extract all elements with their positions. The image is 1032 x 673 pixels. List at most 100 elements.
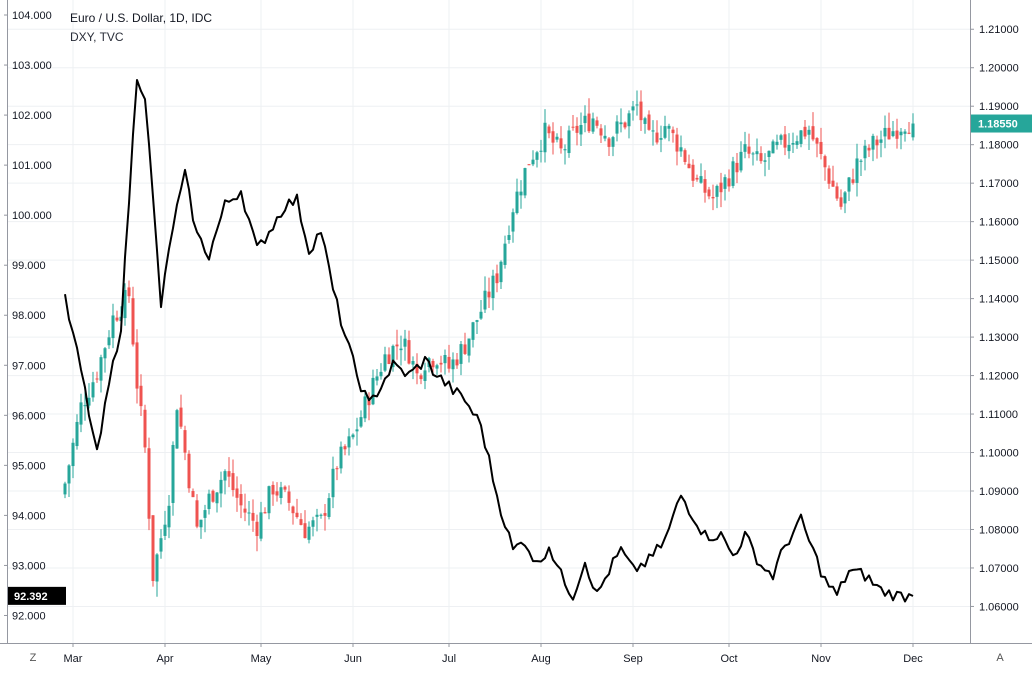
x-tick-label: Jul [442, 653, 456, 665]
candle-body [479, 311, 483, 319]
candle-body [199, 519, 203, 528]
candle-body [659, 138, 663, 140]
candle-body [307, 526, 311, 540]
candle-body [635, 104, 639, 106]
candle-body [219, 479, 223, 494]
candle-body [795, 141, 799, 145]
candle-body [147, 448, 151, 519]
left-tick-label: 101.000 [12, 160, 52, 172]
candle-body [579, 124, 583, 135]
candle-body [367, 397, 371, 406]
candle-body [879, 139, 883, 143]
candle-body [783, 134, 787, 148]
candle-body [107, 337, 111, 346]
candle-body [503, 243, 507, 265]
right-tick-label: 1.18000 [979, 140, 1019, 152]
chart-grid [8, 0, 970, 643]
candle-body [211, 490, 215, 502]
left-tick-label: 102.000 [12, 110, 52, 122]
candle-body [263, 512, 267, 514]
candle-body [611, 137, 615, 147]
time-axis[interactable]: Mar Apr May Jun Jul Aug Sep Oct Nov Dec [64, 643, 924, 665]
candle-body [175, 410, 179, 449]
candle-body [555, 136, 559, 140]
candle-body [539, 150, 543, 152]
left-tick-label: 96.000 [12, 410, 46, 422]
candle-body [807, 129, 811, 135]
candle-body [867, 147, 871, 151]
candle-body [607, 138, 611, 147]
candle-body [511, 212, 515, 232]
candle-body [459, 344, 463, 364]
candle-body [619, 122, 623, 125]
candle-body [131, 298, 135, 345]
candle-body [843, 192, 847, 204]
candle-body [855, 158, 859, 183]
candle-body [563, 149, 567, 151]
candle-body [447, 356, 451, 369]
candle-body [703, 179, 707, 193]
candle-body [887, 127, 891, 140]
candle-body [483, 290, 487, 310]
candle-body [355, 429, 359, 432]
candle-body [83, 405, 87, 407]
candle-body [203, 510, 207, 518]
candle-body [135, 342, 139, 389]
candle-body [111, 315, 115, 339]
candle-body [151, 515, 155, 582]
candle-body [839, 197, 843, 207]
left-tick-label: 94.000 [12, 510, 46, 522]
candle-body [583, 115, 587, 124]
candle-body [67, 465, 71, 484]
candle-body [415, 363, 419, 374]
candle-body [663, 126, 667, 138]
candle-body [575, 125, 579, 133]
right-tick-label: 1.15000 [979, 255, 1019, 267]
candle-body [363, 396, 367, 419]
candle-body [243, 508, 247, 513]
right-tick-label: 1.19000 [979, 101, 1019, 113]
left-tick-label: 97.000 [12, 360, 46, 372]
candle-body [731, 161, 735, 186]
candle-body [227, 471, 231, 477]
candle-body [847, 177, 851, 192]
candle-body [491, 275, 495, 299]
candle-body [439, 362, 443, 365]
candle-body [451, 359, 455, 370]
candle-body [567, 130, 571, 154]
chart-legend: Euro / U.S. Dollar, 1D, IDC DXY, TVC [70, 9, 212, 47]
eurusd-last-price: 1.18550 [978, 119, 1018, 131]
candle-body [359, 417, 363, 427]
right-tick-label: 1.16000 [979, 217, 1019, 229]
candle-body [379, 371, 383, 377]
candle-body [771, 141, 775, 154]
candle-body [315, 514, 319, 517]
candle-body [303, 523, 307, 539]
left-axis-mode-toggle[interactable]: Z [30, 652, 37, 664]
candle-body [403, 338, 407, 347]
candle-body [335, 468, 339, 470]
candle-body [527, 164, 531, 166]
candle-body [519, 191, 523, 196]
candle-body [499, 261, 503, 283]
candle-body [679, 147, 683, 152]
candle-body [467, 338, 471, 356]
candle-body [343, 446, 347, 450]
candle-body [531, 159, 535, 165]
candle-body [431, 360, 435, 368]
right-price-axis[interactable]: 1.21000 1.20000 1.19000 1.18000 1.17000 1.160… [970, 24, 1019, 613]
x-tick-label: Mar [64, 653, 83, 665]
right-axis-auto-toggle[interactable]: A [996, 652, 1004, 664]
left-tick-label: 103.000 [12, 60, 52, 72]
left-price-axis[interactable]: 104.000 103.000 102.000 101.000 100.000 99.00… [4, 10, 52, 622]
candle-body [215, 492, 219, 504]
legend-overlay-symbol[interactable]: DXY, TVC [70, 30, 124, 44]
candle-body [91, 382, 95, 398]
candle-body [347, 436, 351, 448]
legend-main-symbol[interactable]: Euro / U.S. Dollar, 1D, IDC [70, 11, 213, 25]
candle-body [827, 168, 831, 184]
x-tick-label: Oct [720, 653, 737, 665]
candle-body [279, 487, 283, 498]
